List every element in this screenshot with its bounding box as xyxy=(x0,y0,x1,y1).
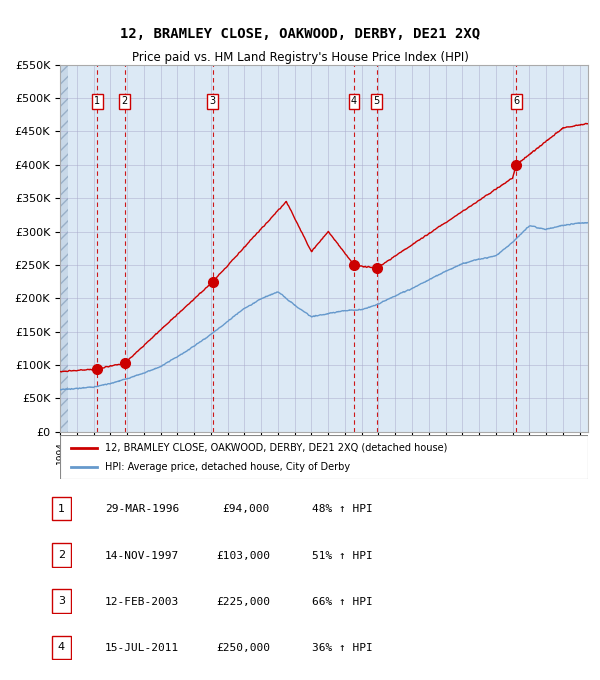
Text: £225,000: £225,000 xyxy=(216,597,270,607)
Text: 12, BRAMLEY CLOSE, OAKWOOD, DERBY, DE21 2XQ: 12, BRAMLEY CLOSE, OAKWOOD, DERBY, DE21 … xyxy=(120,27,480,41)
Text: £103,000: £103,000 xyxy=(216,551,270,560)
FancyBboxPatch shape xyxy=(60,435,588,479)
Text: 3: 3 xyxy=(210,97,216,106)
FancyBboxPatch shape xyxy=(52,497,71,520)
Text: 3: 3 xyxy=(58,596,65,606)
Text: HPI: Average price, detached house, City of Derby: HPI: Average price, detached house, City… xyxy=(105,462,350,472)
Text: 36% ↑ HPI: 36% ↑ HPI xyxy=(312,643,373,653)
Text: 6: 6 xyxy=(514,97,520,106)
Text: 4: 4 xyxy=(58,643,65,652)
Text: 5: 5 xyxy=(374,97,380,106)
Bar xyxy=(60,65,68,432)
Text: 66% ↑ HPI: 66% ↑ HPI xyxy=(312,597,373,607)
Text: £94,000: £94,000 xyxy=(223,505,270,514)
Text: 14-NOV-1997: 14-NOV-1997 xyxy=(105,551,179,560)
Text: 1: 1 xyxy=(58,504,65,513)
Text: 48% ↑ HPI: 48% ↑ HPI xyxy=(312,505,373,514)
Text: 2: 2 xyxy=(58,550,65,560)
FancyBboxPatch shape xyxy=(52,636,71,659)
Text: £250,000: £250,000 xyxy=(216,643,270,653)
Text: 2: 2 xyxy=(122,97,128,106)
Text: 51% ↑ HPI: 51% ↑ HPI xyxy=(312,551,373,560)
Text: 1: 1 xyxy=(94,97,100,106)
Text: 12, BRAMLEY CLOSE, OAKWOOD, DERBY, DE21 2XQ (detached house): 12, BRAMLEY CLOSE, OAKWOOD, DERBY, DE21 … xyxy=(105,443,447,453)
Text: Price paid vs. HM Land Registry's House Price Index (HPI): Price paid vs. HM Land Registry's House … xyxy=(131,51,469,64)
FancyBboxPatch shape xyxy=(52,543,71,566)
Text: 4: 4 xyxy=(351,97,357,106)
Text: 29-MAR-1996: 29-MAR-1996 xyxy=(105,505,179,514)
Text: 15-JUL-2011: 15-JUL-2011 xyxy=(105,643,179,653)
Text: 12-FEB-2003: 12-FEB-2003 xyxy=(105,597,179,607)
FancyBboxPatch shape xyxy=(52,590,71,613)
